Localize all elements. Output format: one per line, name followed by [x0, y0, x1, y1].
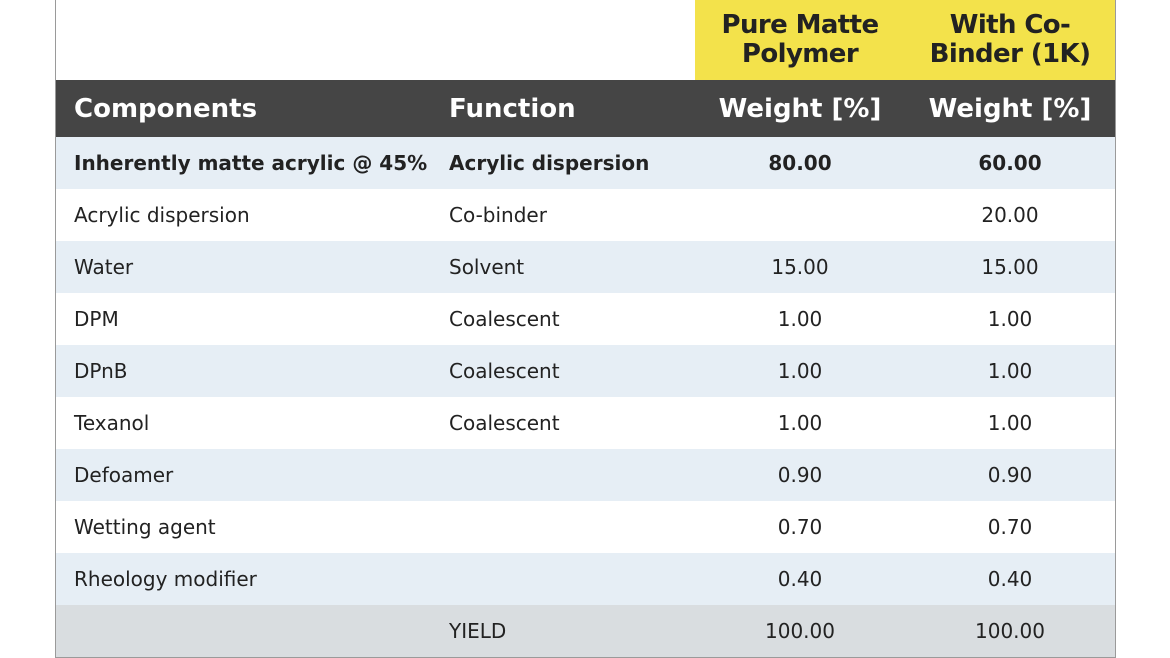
cell: Coalescent	[449, 411, 560, 435]
cell: 20.00	[981, 203, 1039, 227]
cell	[431, 449, 695, 501]
cell: 100.00	[765, 619, 835, 643]
formulation-table: Pure Matte Polymer With Co-Binder (1K) C…	[56, 0, 1115, 657]
table-row: Water Solvent 15.00 15.00	[56, 241, 1115, 293]
cell: Co-binder	[449, 203, 547, 227]
empty-cell	[56, 0, 431, 80]
cell: Acrylic dispersion	[449, 151, 650, 175]
table-row: Acrylic dispersion Co-binder 20.00	[56, 189, 1115, 241]
footer-row: YIELD 100.00 100.00	[56, 605, 1115, 657]
cell: Coalescent	[449, 307, 560, 331]
cell: 80.00	[768, 151, 832, 175]
cell: 0.70	[987, 515, 1033, 539]
cell: 0.40	[987, 567, 1033, 591]
cell	[431, 501, 695, 553]
cell: Solvent	[449, 255, 525, 279]
table-row: Rheology modifier 0.40 0.40	[56, 553, 1115, 605]
cell: 1.00	[777, 411, 823, 435]
cell: Rheology modifier	[74, 567, 257, 591]
table-body: Inherently matte acrylic @ 45% Acrylic di…	[56, 137, 1115, 657]
cell: Texanol	[74, 411, 150, 435]
cell: 0.90	[777, 463, 823, 487]
table-row: Wetting agent 0.70 0.70	[56, 501, 1115, 553]
cell: Acrylic dispersion	[74, 203, 250, 227]
cell: 0.70	[777, 515, 823, 539]
cell: 1.00	[987, 307, 1033, 331]
cell: 15.00	[771, 255, 829, 279]
cell: Water	[74, 255, 134, 279]
cell: Coalescent	[449, 359, 560, 383]
table-row: DPnB Coalescent 1.00 1.00	[56, 345, 1115, 397]
cell: DPnB	[74, 359, 128, 383]
group-header: With Co-Binder (1K)	[905, 0, 1115, 80]
cell: Defoamer	[74, 463, 174, 487]
column-header: Weight [%]	[718, 93, 882, 124]
table-row: Defoamer 0.90 0.90	[56, 449, 1115, 501]
cell: 1.00	[987, 411, 1033, 435]
table-row: DPM Coalescent 1.00 1.00	[56, 293, 1115, 345]
cell: Wetting agent	[74, 515, 216, 539]
group-header: Pure Matte Polymer	[695, 0, 905, 80]
table-frame: Pure Matte Polymer With Co-Binder (1K) C…	[55, 0, 1116, 658]
cell	[695, 189, 905, 241]
cell: 0.90	[987, 463, 1033, 487]
cell: 0.40	[777, 567, 823, 591]
column-header: Components	[74, 93, 258, 124]
column-header: Weight [%]	[928, 93, 1092, 124]
table-row: Inherently matte acrylic @ 45% Acrylic di…	[56, 137, 1115, 189]
cell	[431, 553, 695, 605]
header-row: Components Function Weight [%] Weight [%…	[56, 80, 1115, 137]
cell: YIELD	[449, 619, 507, 643]
cell: 1.00	[777, 359, 823, 383]
table-row: Texanol Coalescent 1.00 1.00	[56, 397, 1115, 449]
column-header: Function	[449, 93, 576, 124]
cell	[56, 605, 431, 657]
empty-cell	[431, 0, 695, 80]
cell: 60.00	[978, 151, 1042, 175]
cell: Inherently matte acrylic @ 45%	[74, 151, 428, 175]
cell: 100.00	[975, 619, 1045, 643]
cell: 1.00	[777, 307, 823, 331]
cell: 15.00	[981, 255, 1039, 279]
cell: DPM	[74, 307, 119, 331]
group-header-row: Pure Matte Polymer With Co-Binder (1K)	[56, 0, 1115, 80]
cell: 1.00	[987, 359, 1033, 383]
